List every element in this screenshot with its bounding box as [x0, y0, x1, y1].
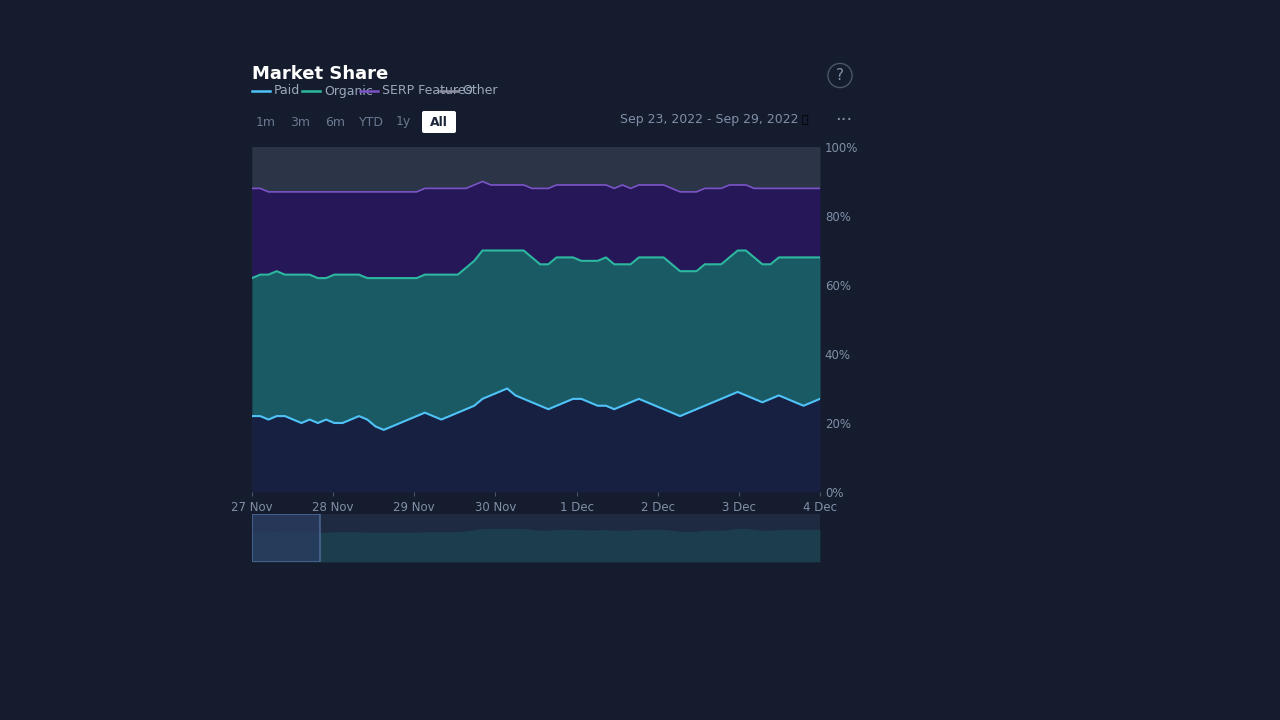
Text: Organic: Organic: [324, 84, 372, 97]
Text: 1y: 1y: [396, 115, 411, 128]
Text: 3m: 3m: [291, 115, 310, 128]
Text: All: All: [430, 115, 448, 128]
Text: Paid: Paid: [274, 84, 301, 97]
Text: Other: Other: [462, 84, 498, 97]
Text: ···: ···: [836, 111, 852, 129]
Text: SERP Features: SERP Features: [381, 84, 472, 97]
FancyBboxPatch shape: [252, 514, 320, 562]
Text: Market Share: Market Share: [252, 65, 388, 83]
Text: 1m: 1m: [256, 115, 276, 128]
Text: ?: ?: [836, 68, 844, 83]
Text: Sep 23, 2022 - Sep 29, 2022: Sep 23, 2022 - Sep 29, 2022: [620, 114, 797, 127]
FancyBboxPatch shape: [422, 111, 456, 133]
Text: 📅: 📅: [803, 115, 809, 125]
Text: YTD: YTD: [358, 115, 384, 128]
Text: 6m: 6m: [325, 115, 346, 128]
